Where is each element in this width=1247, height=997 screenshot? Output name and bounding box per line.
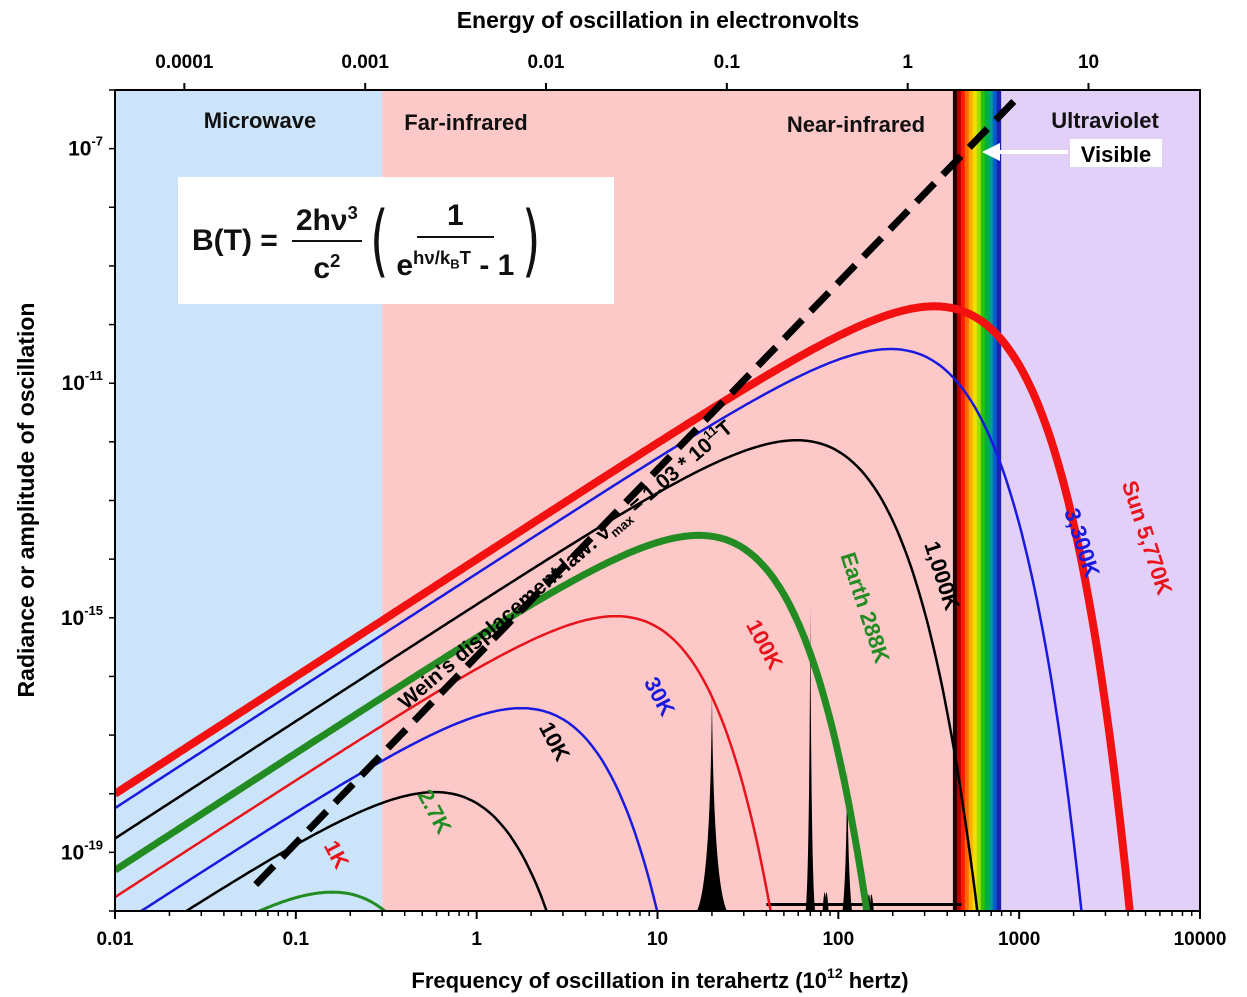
curve-1-000k <box>115 438 979 911</box>
y-tick-label: 10-11 <box>62 368 103 395</box>
top-tick-label: 0.1 <box>714 52 741 73</box>
y-tick-label: 10-7 <box>68 134 103 161</box>
formula-den1: c <box>313 251 331 285</box>
x-tick-label: 1000 <box>998 929 1040 950</box>
formula-den2-sub: B <box>450 256 460 272</box>
y-tick-label: 10-19 <box>61 837 103 864</box>
visible-stripe <box>952 90 958 911</box>
region-ultraviolet <box>1001 90 1200 911</box>
curve-3-300k <box>115 347 1083 911</box>
region-label: Far-infrared <box>404 110 527 135</box>
curve-30k <box>139 706 659 911</box>
formula-den2-exp: hν/k <box>413 246 451 268</box>
visible-stripe <box>964 90 970 911</box>
emission-spike <box>696 685 727 911</box>
visible-spectrum-band <box>952 90 1002 911</box>
emission-spike <box>805 606 816 911</box>
x-tick-label: 10000 <box>1174 929 1227 950</box>
formula-close-paren: ) <box>522 195 541 286</box>
top-axis-title: Energy of oscillation in electronvolts <box>457 7 860 33</box>
wien-dashed-line <box>253 93 1022 888</box>
curve-sun-5-770k <box>115 302 1134 911</box>
formula-fraction-2: 1 ehν/kBT - 1 <box>396 196 514 286</box>
formula-num1: 2hν <box>295 203 348 237</box>
x-tick-label: 10 <box>647 929 668 950</box>
blackbody-curves <box>115 302 1134 911</box>
curve-earth-288k <box>115 531 871 911</box>
planck-formula: B(T) = 2hν3 c2 ( 1 ehν/kBT - 1 ) <box>178 177 614 304</box>
visible-stripe <box>980 90 986 911</box>
visible-stripe <box>960 90 966 911</box>
visible-stripe <box>984 90 990 911</box>
formula-den2-tail: - 1 <box>470 248 515 282</box>
visible-stripe <box>988 90 994 911</box>
visible-label-bg <box>1070 139 1162 167</box>
formula-lhs: B(T) = <box>192 223 278 257</box>
wien-line <box>253 93 1022 888</box>
y-axis-title: Radiance or amplitude of oscillation <box>13 303 39 698</box>
visible-label: Visible <box>1081 142 1152 167</box>
axes: 0.01 0.1 1 10 100 1000 10000 0.0001 0.001 0.01 0.1… <box>61 52 1227 950</box>
formula-den2-base: e <box>396 248 413 282</box>
x-tick-label: 1 <box>471 929 482 950</box>
formula-fraction-1: 2hν3 c2 <box>291 194 362 288</box>
visible-arrow-head <box>982 143 1000 161</box>
x-tick-label: 0.01 <box>97 929 134 950</box>
formula-open-paren: ( <box>369 195 389 286</box>
formula-den1-sup: 2 <box>330 249 341 271</box>
curve-2-7k <box>255 890 388 911</box>
formula-num2: 1 <box>416 196 494 238</box>
top-tick-label: 0.001 <box>341 52 389 73</box>
x-axis-title: Frequency of oscillation in terahertz (1… <box>411 965 908 993</box>
formula-num1-sup: 3 <box>347 201 358 223</box>
emission-spike <box>842 770 853 911</box>
top-tick-label: 0.0001 <box>155 52 214 73</box>
region-label: Near-infrared <box>787 112 925 137</box>
formula-den2-exp-tail: T <box>459 246 471 268</box>
top-tick-label: 1 <box>902 52 913 73</box>
y-tick-label: 10-15 <box>61 603 103 630</box>
visible-stripe <box>968 90 974 911</box>
visible-stripe <box>956 90 962 911</box>
emission-spike <box>822 892 829 911</box>
x-tick-label: 100 <box>822 929 854 950</box>
curve-100k <box>115 614 772 911</box>
region-label: Microwave <box>204 108 317 133</box>
visible-stripe <box>996 90 1002 911</box>
x-tick-label: 0.1 <box>283 929 310 950</box>
top-tick-label: 10 <box>1078 52 1099 73</box>
top-tick-label: 0.01 <box>528 52 565 73</box>
visible-stripe <box>976 90 982 911</box>
visible-stripe <box>992 90 998 911</box>
visible-stripe <box>972 90 978 911</box>
region-label: Ultraviolet <box>1051 108 1159 133</box>
